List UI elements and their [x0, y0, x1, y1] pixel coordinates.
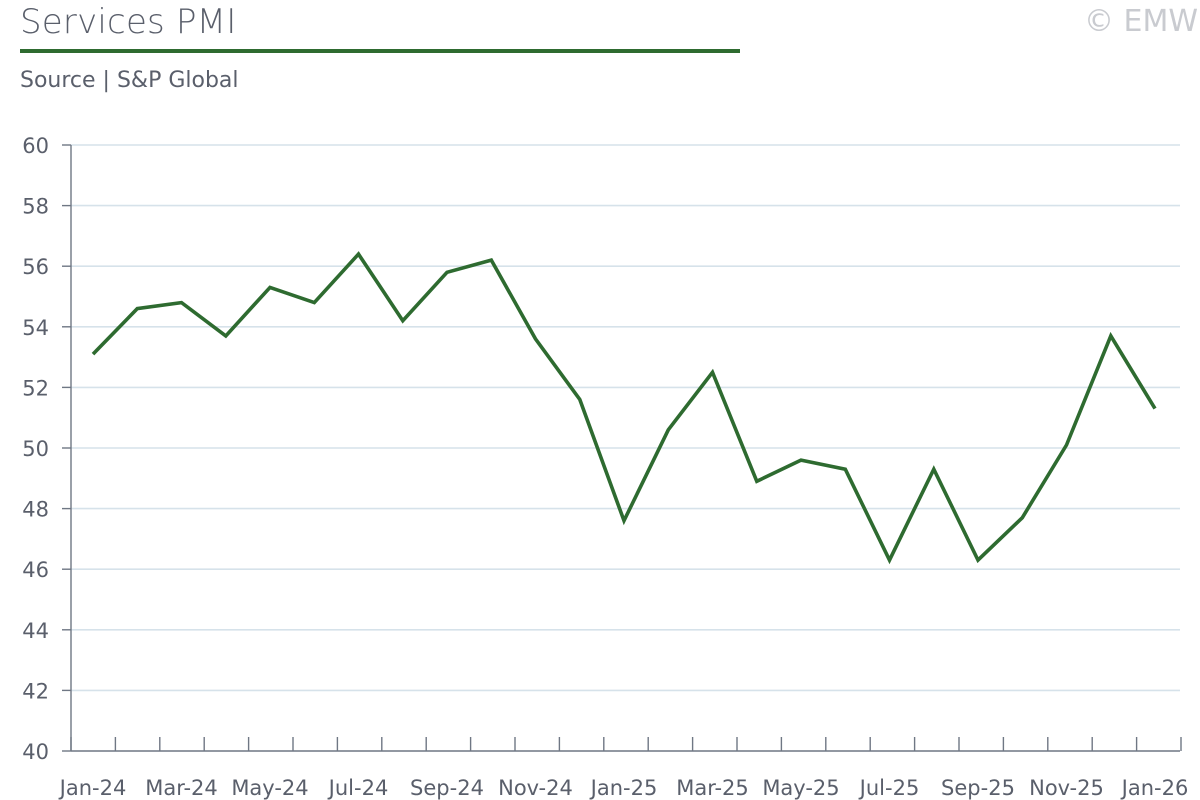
x-tick-label: May-25 — [762, 776, 839, 800]
data-point — [135, 307, 139, 311]
x-tick-label: Sep-25 — [941, 776, 1015, 800]
data-point — [268, 285, 272, 289]
series-layer — [91, 251, 1157, 565]
x-tick-label: Nov-24 — [498, 776, 573, 800]
x-tick-label: Mar-24 — [145, 776, 218, 800]
x-tick-label: Sep-24 — [410, 776, 484, 800]
chart-title: Services PMI — [20, 2, 237, 42]
data-point — [755, 479, 759, 483]
data-point — [180, 301, 184, 305]
y-tick-label: 58 — [22, 195, 49, 219]
grid-lines — [71, 144, 1180, 692]
y-tick-label: 52 — [22, 376, 49, 400]
y-tick-label: 50 — [22, 437, 49, 461]
chart-source: Source | S&P Global — [20, 68, 239, 93]
data-point — [401, 319, 405, 323]
y-tick-labels: 40 42 44 46 48 50 52 54 56 58 60 — [22, 134, 49, 764]
data-point — [1020, 516, 1024, 520]
data-point — [976, 558, 980, 562]
data-point — [357, 252, 361, 256]
data-point — [888, 558, 892, 562]
y-tick-label: 42 — [22, 679, 49, 703]
data-point — [224, 334, 228, 338]
data-point — [932, 467, 936, 471]
data-point — [91, 352, 95, 356]
title-underline — [20, 49, 740, 53]
data-point — [489, 258, 493, 262]
x-tick-label: Jan-26 — [1120, 776, 1189, 800]
data-point — [534, 337, 538, 341]
data-point — [1109, 334, 1113, 338]
x-tick-label: Jul-25 — [858, 776, 920, 800]
x-tick-label: Jan-25 — [589, 776, 658, 800]
copyright-mark: © EMW — [1083, 4, 1198, 39]
data-point — [312, 301, 316, 305]
x-tick-labels: Jan-24 Mar-24 May-24 Jul-24 Sep-24 Nov-24 Jan-… — [58, 776, 1189, 800]
data-point — [666, 428, 670, 432]
axes — [62, 144, 1182, 752]
x-tick-label: Jan-24 — [58, 776, 127, 800]
x-tick-label: May-24 — [231, 776, 308, 800]
data-point — [1065, 443, 1069, 447]
data-point — [578, 398, 582, 402]
data-point — [711, 370, 715, 374]
data-point — [1153, 407, 1157, 411]
y-tick-label: 48 — [22, 498, 49, 522]
y-tick-label: 46 — [22, 558, 49, 582]
y-tick-label: 40 — [22, 740, 49, 764]
data-point — [622, 519, 626, 523]
data-point — [799, 458, 803, 462]
x-tick-label: Nov-25 — [1029, 776, 1104, 800]
y-tick-label: 44 — [22, 619, 49, 643]
data-point — [445, 270, 449, 274]
y-tick-label: 60 — [22, 134, 49, 158]
x-tick-label: Jul-24 — [327, 776, 389, 800]
data-point — [843, 467, 847, 471]
series-line — [91, 251, 1157, 565]
y-tick-label: 56 — [22, 255, 49, 279]
y-tick-label: 54 — [22, 316, 49, 340]
x-tick-label: Mar-25 — [676, 776, 749, 800]
